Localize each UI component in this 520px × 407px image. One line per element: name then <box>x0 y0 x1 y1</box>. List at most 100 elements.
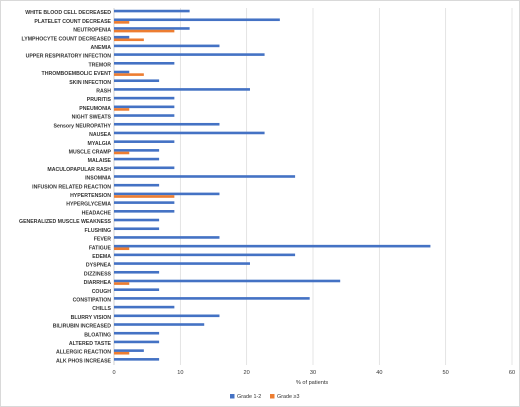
bar-grade-3-plus <box>114 29 175 33</box>
bar-grade-1-2 <box>114 236 220 239</box>
x-axis-title: % of patients <box>296 380 329 386</box>
category-label: FEVER <box>94 237 112 243</box>
category-label: NIGHT SWEATS <box>72 115 112 121</box>
category-label: BLOATING <box>84 332 111 338</box>
category-label: PLATELET COUNT DECREASE <box>34 19 111 25</box>
category-label: INSOMNIA <box>85 176 111 182</box>
category-label: TREMOR <box>89 62 112 68</box>
bar-grade-1-2 <box>114 192 220 196</box>
bar-grade-1-2 <box>114 270 160 274</box>
bar-grade-1-2 <box>114 349 144 352</box>
bar-grade-1-2 <box>114 253 296 257</box>
bars-group <box>114 9 431 361</box>
x-tick-labels: 0 10 20 30 40 50 60 <box>112 370 515 376</box>
category-label: BILIRUBIN INCREASED <box>53 324 111 330</box>
bar-grade-3-plus <box>114 21 130 24</box>
bar-grade-1-2 <box>114 157 160 161</box>
category-label: Sensory NEUROPATHY <box>54 123 112 129</box>
bar-grade-1-2 <box>114 358 160 361</box>
bar-grade-1-2 <box>114 288 160 291</box>
category-label: GENERALIZED MUSCLE WEAKNESS <box>19 219 111 225</box>
category-label: DIARRHEA <box>84 280 112 286</box>
bar-grade-3-plus <box>114 282 130 285</box>
bar-grade-1-2 <box>114 70 130 74</box>
bar-grade-3-plus <box>114 151 130 155</box>
x-tick-label: 30 <box>310 370 316 376</box>
category-label: RASH <box>96 89 111 95</box>
bar-grade-1-2 <box>114 149 160 152</box>
category-label: MYALGIA <box>88 141 112 147</box>
category-label: UPPER RESPIRATORY INFECTION <box>26 54 112 60</box>
category-label: BLURRY VISION <box>71 315 112 321</box>
bar-grade-1-2 <box>114 88 250 91</box>
category-label: PRURITIS <box>87 97 112 103</box>
x-tick-label: 0 <box>112 370 115 376</box>
bar-grade-1-2 <box>114 140 175 143</box>
bar-grade-1-2 <box>114 218 160 222</box>
bar-grade-1-2 <box>114 166 175 170</box>
bar-grade-1-2 <box>114 201 175 204</box>
category-label: DIZZINESS <box>84 271 112 277</box>
bar-grade-1-2 <box>114 262 250 265</box>
gridlines <box>113 8 513 365</box>
category-label: FLUSHING <box>84 228 111 234</box>
legend-swatch <box>230 394 235 399</box>
category-label: ALK PHOS INCREASE <box>56 358 112 364</box>
category-label: FATIGUE <box>89 245 112 251</box>
bar-grade-1-2 <box>114 323 205 326</box>
category-label: MALAISE <box>88 158 112 164</box>
category-label: CHILLS <box>92 306 111 312</box>
legend-item-grade-1-2: Grade 1-2 <box>230 394 261 400</box>
bar-grade-1-2 <box>114 131 265 135</box>
x-tick-label: 20 <box>244 370 250 376</box>
category-label: COUGH <box>92 289 112 295</box>
bar-grade-1-2 <box>114 53 265 56</box>
bar-grade-1-2 <box>114 244 431 248</box>
x-tick-label: 50 <box>443 370 449 376</box>
legend-item-grade-3-plus: Grade ≥3 <box>270 394 299 400</box>
category-label: MACULOPAPULAR RASH <box>47 167 111 173</box>
category-label: DYSPNEA <box>86 263 111 269</box>
bar-grade-1-2 <box>114 183 160 187</box>
bar-grade-1-2 <box>114 96 175 100</box>
legend: Grade 1-2 Grade ≥3 <box>230 394 299 400</box>
category-label: EDEMA <box>92 254 111 260</box>
category-label: PNEUMONIA <box>79 106 111 112</box>
bar-grade-3-plus <box>114 247 130 251</box>
category-label: NAUSEA <box>89 132 111 138</box>
bar-grade-1-2 <box>114 331 160 335</box>
bar-grade-1-2 <box>114 314 220 318</box>
bar-grade-3-plus <box>114 195 175 198</box>
category-label: HEADACHE <box>82 210 112 216</box>
bar-grade-1-2 <box>114 122 220 126</box>
category-labels: WHITE BLOOD CELL DECREASED PLATELET COUNT… <box>19 10 112 364</box>
category-label: NEUTROPENIA <box>73 28 111 34</box>
category-label: HYPERTENSION <box>70 193 111 199</box>
bar-grade-1-2 <box>114 114 175 117</box>
bar-grade-1-2 <box>114 297 310 300</box>
bar-grade-1-2 <box>114 79 160 83</box>
category-label: THROMBOEMBOLIC EVENT <box>42 71 112 77</box>
x-tick-label: 10 <box>177 370 183 376</box>
bar-grade-3-plus <box>114 38 144 42</box>
bar-grade-1-2 <box>114 305 175 309</box>
bar-grade-1-2 <box>114 44 220 48</box>
legend-label: Grade 1-2 <box>237 394 261 400</box>
category-label: ANEMIA <box>91 45 112 51</box>
bar-grade-3-plus <box>114 351 130 355</box>
bar-grade-1-2 <box>114 9 190 13</box>
x-tick-label: 40 <box>376 370 382 376</box>
bar-grade-1-2 <box>114 175 296 178</box>
bar-grade-1-2 <box>114 105 175 109</box>
category-label: ALTERED TASTE <box>69 341 112 347</box>
category-label: INFUSION RELATED REACTION <box>32 184 111 190</box>
bar-grade-1-2 <box>114 210 175 213</box>
category-label: CONSTIPATION <box>73 297 112 303</box>
category-label: HYPERGLYCEMIA <box>66 202 111 208</box>
bar-grade-1-2 <box>114 27 190 30</box>
category-label: MUSCLE CRAMP <box>69 149 112 155</box>
category-label: SKIN INFECTION <box>69 80 111 86</box>
x-tick-label: 60 <box>509 370 515 376</box>
